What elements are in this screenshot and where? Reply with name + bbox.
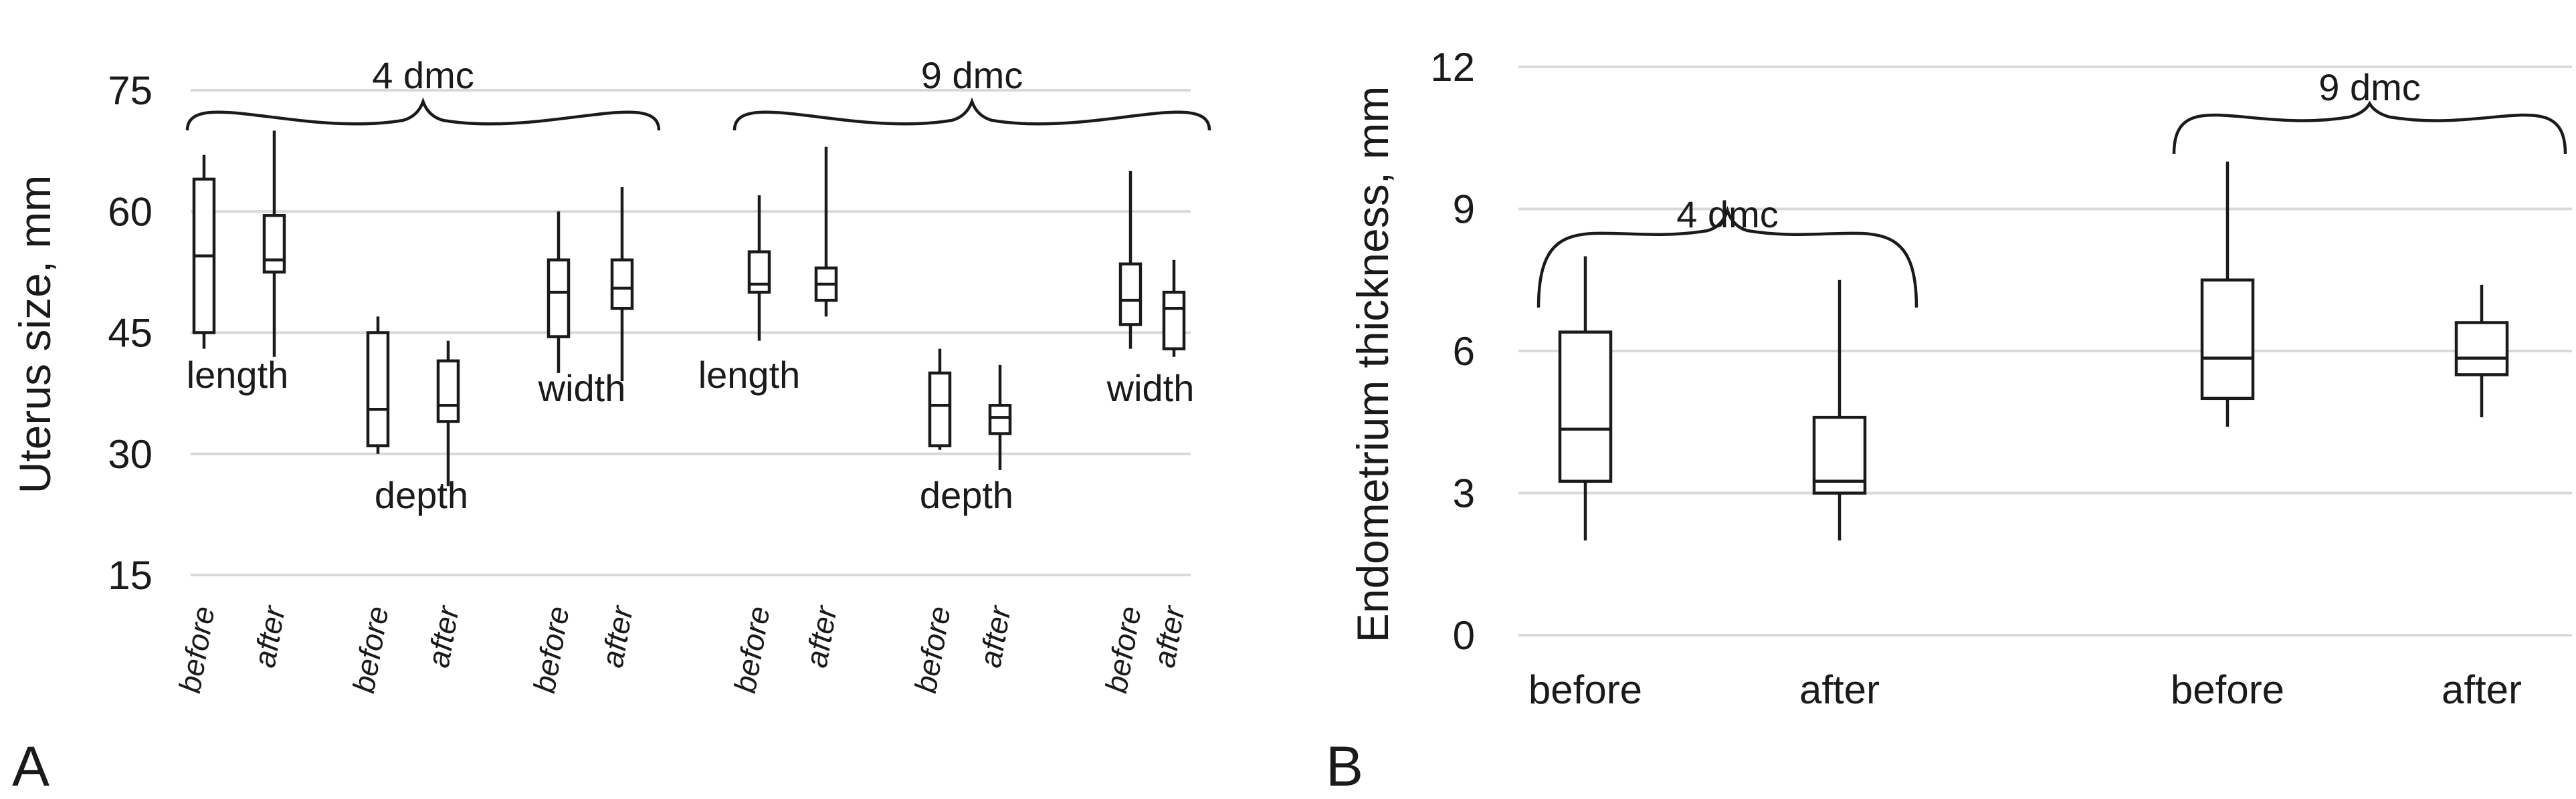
panel-a-y-tick-label: 60 [108,189,153,234]
panel-a-measure-label: length [187,354,289,396]
panel-a-box [928,371,952,447]
panel-b-group-label: 4 dmc [1676,193,1779,235]
panel-a-group-label: 4 dmc [372,54,474,96]
panel-b-labels: 4 dmc before after 9 dmc before after [1528,66,2522,712]
panel-a-y-axis-title: Uterus size, mm [10,175,60,494]
panel-a-category-label: after [247,602,292,670]
panel-a-box [436,359,460,423]
panel-a-box [1118,262,1143,326]
panel-a-brace [185,97,661,131]
panel-b-category-label: after [1799,667,1880,712]
panel-a-box [610,258,634,310]
panel-b-y-ticks: 0 3 6 9 12 [1430,45,1475,658]
panel-a-y-tick-label: 45 [108,311,153,356]
panel-b-y-tick-label: 0 [1453,613,1475,658]
panel-a-category-label: before [727,604,777,695]
panel-a-box [747,250,771,294]
panel-a-measure-label: width [538,367,626,409]
panel-a-category-label: after [799,602,844,670]
panel-a-measure-label: width [1106,367,1195,409]
panel-b-category-label: after [2442,667,2522,712]
panel-a-category-label: after [421,602,466,670]
panel-a-gridlines [191,89,1191,576]
panel-b-brace [2172,100,2567,154]
panel-b-brace [1537,205,1918,308]
panel-b-category-label: before [1528,667,1642,712]
panel-b-y-tick-label: 12 [1430,45,1475,90]
panel-b-boxes [1558,161,2509,541]
panel-a-category-label: before [1098,604,1148,695]
panel-b-group-label: 9 dmc [2318,66,2421,108]
panel-a-measure-label: length [698,354,801,396]
panel-a-braces [185,97,1211,131]
panel-a-category-label: before [172,604,221,695]
panel-a-label: A [12,735,49,798]
panel-b-label: B [1326,735,1363,798]
panel-a-category-label: after [1147,602,1191,670]
panel-a-y-tick-label: 30 [108,432,153,477]
panel-b-y-tick-label: 6 [1453,329,1475,374]
panel-a-y-ticks: 15 30 45 60 75 [108,68,153,598]
panel-b-category-label: before [2171,667,2284,712]
panel-a-box [262,214,286,274]
panel-a-y-tick-label: 15 [108,553,153,598]
panel-b-y-axis-title: Endometrium thickness, mm [1348,86,1397,643]
panel-a-boxes [192,130,1186,487]
panel-a-category-label: before [346,604,395,695]
panel-a-box [547,258,571,338]
panel-b-box [1558,330,1613,483]
panel-a-brace [732,97,1211,131]
panel-b-box [2454,321,2509,376]
panel-b-gridlines [1518,66,2572,637]
panel-a-category-label: before [526,604,576,695]
panel-a-box [1162,290,1186,350]
panel-a-box [988,404,1012,435]
panel-a-y-tick-label: 75 [108,68,153,113]
panel-a-category-label: after [973,602,1017,670]
panel-b-braces [1537,100,2567,308]
panel-b-y-tick-label: 3 [1453,471,1475,516]
panel-a-category-label: after [595,602,639,670]
panel-b-y-tick-label: 9 [1453,187,1475,232]
panel-a-measure-label: depth [920,474,1013,516]
panel-a-measure-label: depth [375,474,468,516]
panel-a-group-label: 9 dmc [921,54,1023,96]
panel-a-category-label: before [908,604,957,695]
panel-b-box [2200,278,2255,401]
panel-a-box [366,331,390,447]
